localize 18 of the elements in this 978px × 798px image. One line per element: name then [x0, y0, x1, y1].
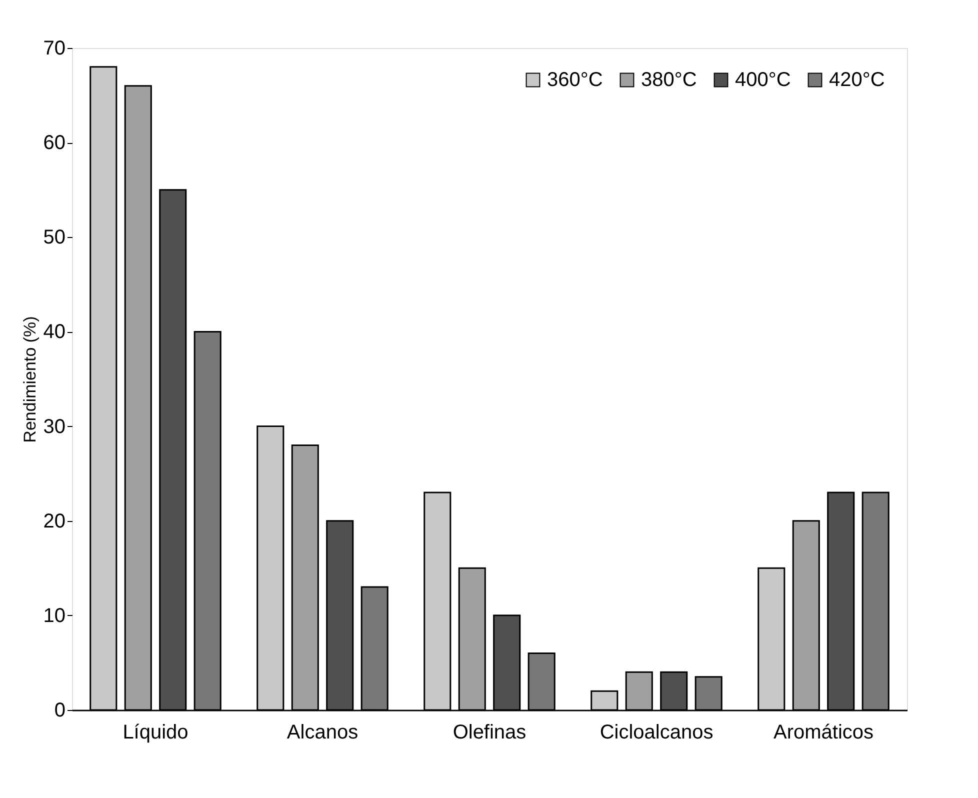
x-tick-label: Líquido	[122, 722, 188, 744]
y-tick-label: 20	[43, 510, 66, 532]
x-tick-label: Alcanos	[286, 722, 358, 744]
y-tick-label: 0	[54, 700, 66, 722]
y-tick-label: 60	[43, 132, 66, 154]
y-tick-label: 50	[43, 226, 66, 249]
legend-label: 420°C	[829, 69, 885, 91]
legend-label: 360°C	[547, 69, 603, 91]
y-axis-title: Rendimiento (%)	[20, 316, 40, 443]
x-tick-label: Olefinas	[452, 722, 526, 744]
legend-label: 400°C	[735, 69, 791, 91]
y-tick-label: 40	[43, 321, 66, 344]
x-tick-label: Aromáticos	[773, 722, 874, 744]
y-tick-label: 30	[43, 416, 66, 438]
legend-label: 380°C	[641, 69, 697, 91]
y-tick-label: 70	[43, 38, 66, 60]
y-tick-label: 10	[43, 604, 66, 627]
x-tick-label: Cicloalcanos	[600, 722, 714, 744]
